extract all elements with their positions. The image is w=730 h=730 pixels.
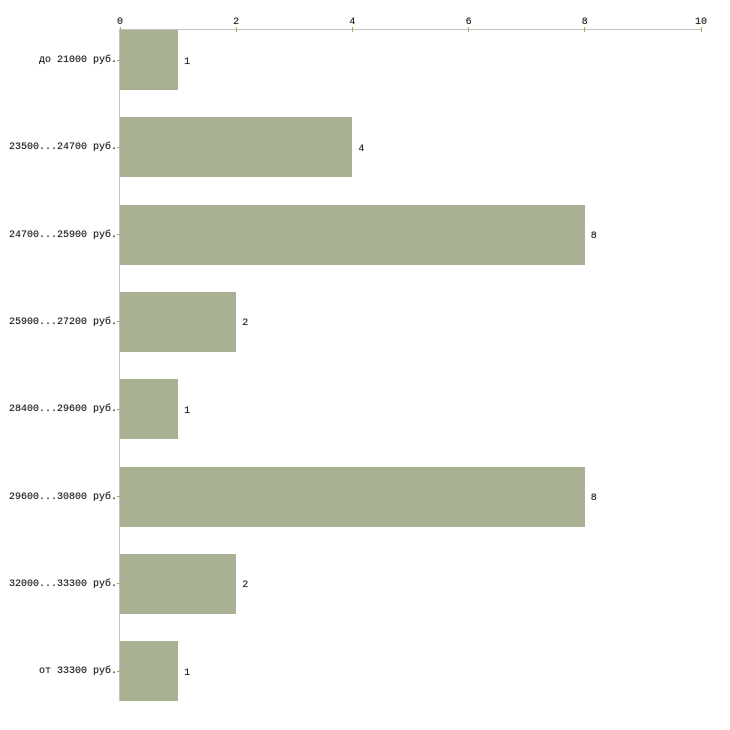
category-label-3: 25900...27200 руб. bbox=[8, 316, 117, 328]
x-axis-line bbox=[119, 29, 701, 30]
y-axis-tick-4 bbox=[117, 408, 121, 410]
x-axis-tick-label-2: 2 bbox=[233, 17, 240, 28]
x-axis-tick-2 bbox=[235, 27, 237, 32]
x-axis-tick-0 bbox=[119, 27, 121, 32]
value-label-3: 2 bbox=[242, 318, 249, 330]
bar-6 bbox=[120, 553, 237, 614]
x-axis-tick-8 bbox=[584, 27, 586, 32]
x-axis-tick-label-8: 8 bbox=[581, 17, 588, 28]
category-label-0: до 21000 руб. bbox=[38, 55, 117, 66]
bar-0 bbox=[120, 30, 179, 90]
y-axis-tick-2 bbox=[117, 234, 121, 236]
bar-4 bbox=[120, 379, 179, 440]
category-label-6: 32000...33300 руб. bbox=[8, 578, 117, 590]
value-label-0: 1 bbox=[184, 56, 191, 68]
x-axis-tick-6 bbox=[468, 27, 470, 32]
category-label-2: 24700...25900 руб. bbox=[8, 229, 117, 241]
value-label-6: 2 bbox=[242, 580, 249, 592]
bar-5 bbox=[120, 466, 585, 527]
bar-2 bbox=[120, 204, 585, 265]
x-axis-tick-label-4: 4 bbox=[349, 17, 356, 28]
y-axis-tick-3 bbox=[117, 321, 121, 323]
value-label-5: 8 bbox=[590, 493, 597, 504]
x-axis-tick-10 bbox=[700, 27, 702, 32]
category-label-5: 29600...30800 руб. bbox=[8, 491, 117, 503]
y-axis-tick-5 bbox=[117, 496, 121, 497]
bar-7 bbox=[120, 641, 179, 702]
y-axis-tick-1 bbox=[117, 146, 121, 148]
bar-1 bbox=[120, 117, 353, 178]
y-axis-tick-7 bbox=[117, 670, 121, 672]
category-label-1: 23500...24700 руб. bbox=[8, 142, 117, 154]
x-axis-tick-4 bbox=[351, 27, 353, 32]
category-label-4: 28400...29600 руб. bbox=[8, 404, 117, 416]
x-axis-tick-label-6: 6 bbox=[465, 17, 472, 28]
value-label-4: 1 bbox=[184, 405, 191, 417]
x-axis-tick-label-10: 10 bbox=[694, 17, 708, 28]
category-label-7: от 33300 руб. bbox=[38, 666, 117, 678]
bar-3 bbox=[120, 291, 237, 352]
y-axis-tick-6 bbox=[117, 583, 121, 585]
value-label-1: 4 bbox=[358, 143, 365, 155]
x-axis-tick-label-0: 0 bbox=[116, 17, 124, 28]
y-axis-line bbox=[119, 29, 120, 701]
value-label-7: 1 bbox=[184, 667, 191, 679]
value-label-2: 8 bbox=[590, 231, 597, 243]
y-axis-tick-0 bbox=[117, 59, 121, 61]
